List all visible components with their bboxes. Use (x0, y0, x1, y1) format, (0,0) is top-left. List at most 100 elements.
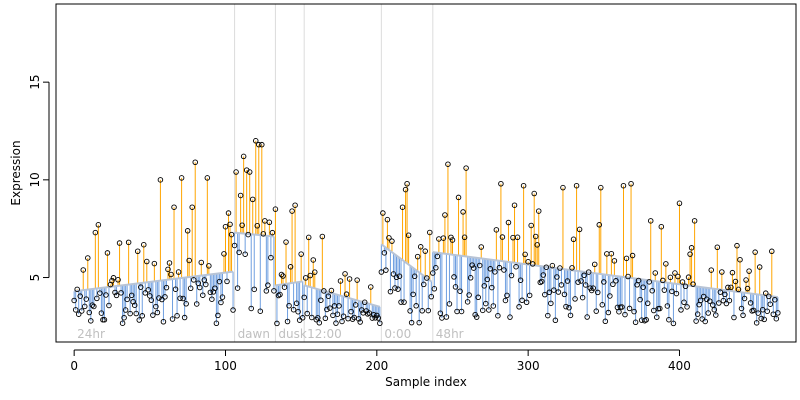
data-point (690, 281, 696, 287)
data-point (268, 254, 274, 261)
data-point (672, 270, 678, 276)
data-point (756, 264, 763, 270)
data-point (325, 293, 332, 299)
data-point (531, 190, 537, 197)
data-point (368, 284, 374, 290)
data-point (318, 297, 324, 303)
data-point (269, 229, 276, 236)
data-point (186, 257, 192, 264)
data-point (204, 175, 211, 181)
data-point (131, 302, 138, 308)
data-point (534, 242, 540, 248)
data-point (507, 314, 513, 320)
data-point (71, 297, 77, 304)
data-point (582, 282, 589, 288)
data-point (557, 265, 563, 271)
data-point (487, 266, 494, 272)
data-point (660, 277, 666, 284)
data-point (245, 231, 251, 238)
data-point (339, 318, 345, 325)
data-point (761, 316, 767, 323)
data-point (422, 248, 428, 254)
data-point (180, 295, 186, 302)
data-point (324, 306, 330, 313)
data-point (230, 307, 236, 313)
x-axis-title: Sample index (385, 375, 467, 389)
data-point (758, 315, 764, 322)
data-point (451, 274, 457, 280)
data-point (513, 263, 519, 270)
data-point (157, 177, 164, 183)
data-point (336, 303, 342, 309)
y-axis: 5 10 15 (28, 75, 50, 282)
data-point (393, 274, 400, 281)
data-point (404, 180, 410, 187)
data-point (493, 227, 500, 233)
data-point (584, 314, 590, 320)
y-tick-label: 5 (28, 274, 42, 282)
data-point (581, 272, 587, 279)
data-point (277, 291, 283, 298)
trend-segment (234, 231, 275, 238)
data-point (249, 196, 256, 203)
data-point (381, 250, 388, 256)
data-point (693, 318, 699, 324)
data-point (483, 300, 489, 307)
data-point (767, 301, 774, 307)
data-point (622, 311, 628, 318)
data-point (697, 297, 704, 304)
data-point (470, 265, 477, 271)
data-point (495, 312, 501, 319)
data-point (590, 285, 596, 291)
data-point (163, 284, 170, 291)
data-point (203, 281, 209, 288)
data-point (242, 251, 248, 257)
data-point (110, 275, 117, 281)
data-point (479, 307, 486, 314)
data-point (342, 271, 348, 277)
data-point (498, 180, 504, 187)
data-point (355, 316, 362, 322)
data-point (377, 320, 383, 326)
data-point (545, 312, 551, 319)
data-point (92, 229, 99, 236)
data-point (280, 273, 286, 279)
data-point (402, 186, 409, 193)
x-tick-label: 0 (70, 359, 78, 373)
data-point (137, 284, 144, 290)
data-point (162, 294, 168, 300)
data-point (133, 310, 139, 317)
data-point (522, 251, 528, 258)
data-point (467, 275, 474, 281)
data-point (221, 251, 227, 257)
data-point (305, 234, 312, 241)
data-point (139, 313, 146, 319)
data-point (460, 209, 466, 215)
data-point (554, 274, 560, 280)
data-point (576, 226, 583, 233)
data-point (526, 292, 533, 299)
data-point (613, 278, 619, 284)
data-point (461, 234, 468, 241)
data-point (256, 141, 262, 148)
data-point (310, 257, 317, 263)
data-point (375, 315, 382, 321)
data-point (684, 304, 690, 310)
data-point (725, 284, 731, 291)
data-point (286, 303, 292, 309)
data-point (95, 222, 102, 228)
data-point (408, 319, 415, 326)
data-point (595, 289, 601, 296)
data-point (735, 286, 742, 293)
data-point (192, 159, 198, 166)
data-point (145, 287, 152, 293)
data-point (274, 320, 280, 327)
data-point (387, 288, 394, 295)
data-point (543, 264, 550, 270)
data-point (190, 277, 197, 283)
data-point (150, 312, 156, 318)
data-point (171, 204, 177, 210)
data-point (319, 233, 326, 240)
data-point (169, 316, 176, 322)
